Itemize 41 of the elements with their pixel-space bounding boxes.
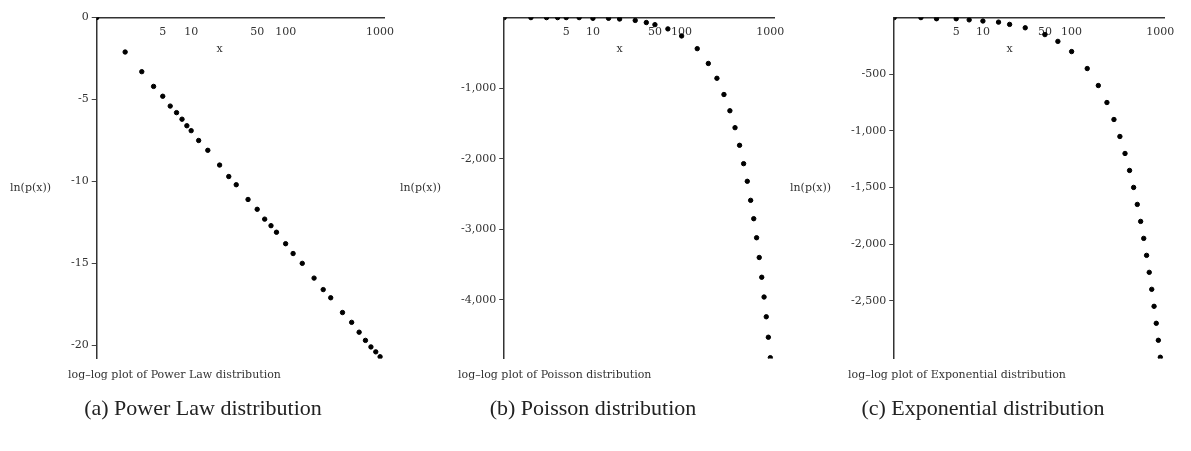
y-tick-label: -1,000	[850, 123, 887, 137]
x-tick-label: 50	[1037, 25, 1052, 39]
y-tick-label: -5	[78, 92, 89, 106]
y-tick-label: -2,000	[460, 151, 497, 165]
x-tick-label: 1000	[756, 25, 785, 39]
y-axis-title: ln(p(x))	[10, 180, 52, 194]
x-tick-label: 5	[952, 25, 960, 39]
y-tick-label: -4,000	[460, 292, 497, 306]
x-tick-label: 100	[671, 25, 693, 39]
x-tick-label: 10	[585, 25, 600, 39]
x-tick-label: 1000	[1146, 25, 1175, 39]
x-tick-label: 10	[975, 25, 990, 39]
x-tick-label: 5	[159, 25, 167, 39]
text: (b) Poisson distribution	[488, 395, 698, 421]
y-tick-label: -500	[861, 67, 887, 81]
y-axis-title: ln(p(x))	[790, 180, 832, 194]
text: (c) Exponential distribution	[860, 395, 1106, 421]
y-tick-label: -1,500	[850, 180, 887, 194]
y-tick-label: -20	[71, 338, 89, 352]
text: log–log plot of Power Law distribution	[68, 368, 282, 381]
x-tick-label: 5	[562, 25, 570, 39]
x-axis-title: x	[616, 41, 624, 55]
text: log–log plot of Exponential distribution	[848, 368, 1067, 381]
y-tick-label: -2,000	[850, 236, 887, 250]
y-tick-label: -3,000	[460, 222, 497, 236]
text: (a) Power Law distribution	[83, 395, 323, 421]
y-tick-label: -15	[71, 256, 89, 270]
x-tick-label: 100	[275, 25, 297, 39]
text: log–log plot of Poisson distribution	[458, 368, 653, 381]
y-tick-label: -1,000	[460, 81, 497, 95]
x-tick-label: 10	[184, 25, 199, 39]
x-axis-title: x	[216, 41, 224, 55]
x-tick-label: 100	[1061, 25, 1083, 39]
y-tick-label: -10	[71, 174, 89, 188]
x-tick-label: 50	[647, 25, 662, 39]
y-axis-title: ln(p(x))	[400, 180, 442, 194]
y-tick-label: 0	[81, 10, 89, 24]
y-tick-label: -2,500	[850, 293, 887, 307]
x-tick-label: 1000	[366, 25, 395, 39]
x-tick-label: 50	[250, 25, 265, 39]
x-axis-title: x	[1006, 41, 1014, 55]
